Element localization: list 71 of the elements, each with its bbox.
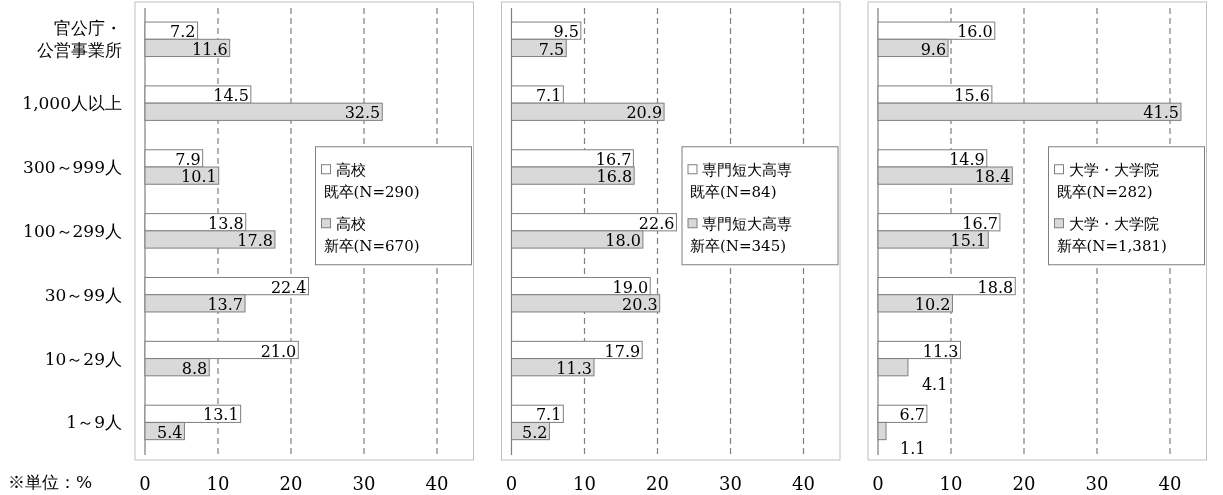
data-label: 13.1 <box>203 405 239 425</box>
y-tick-label: 1～9人 <box>66 412 122 433</box>
data-label: 7.5 <box>538 39 565 59</box>
x-tick-label: 10 <box>939 473 963 494</box>
data-label: 21.0 <box>260 341 297 361</box>
data-label: 9.5 <box>553 22 579 42</box>
data-label: 6.7 <box>899 405 925 425</box>
x-tick-label: 30 <box>1085 473 1109 494</box>
data-label: 18.8 <box>977 277 1014 297</box>
data-label: 15.1 <box>950 231 987 251</box>
data-label: 10.1 <box>181 167 217 187</box>
data-label: 32.5 <box>344 103 381 123</box>
data-label: 5.2 <box>522 422 548 442</box>
x-tick-label: 20 <box>646 473 669 494</box>
x-tick-label: 0 <box>505 473 518 494</box>
legend-label: 大学・大学院既卒(N=282) <box>1056 160 1159 201</box>
legend-label: 専門短大高専既卒(N=84) <box>690 160 792 201</box>
data-label: 17.9 <box>604 341 641 361</box>
x-tick-label: 10 <box>206 473 230 494</box>
data-label: 22.6 <box>638 213 675 233</box>
y-tick-label: 300～999人 <box>23 157 122 177</box>
data-label: 1.1 <box>900 438 926 458</box>
data-label: 11.3 <box>556 358 592 378</box>
data-label: 20.3 <box>622 294 658 314</box>
data-label: 4.1 <box>921 374 948 394</box>
y-tick-label: 1,000人以上 <box>22 93 122 114</box>
x-tick-label: 0 <box>872 473 884 494</box>
x-tick-label: 20 <box>1012 473 1036 494</box>
data-label: 15.6 <box>954 86 990 106</box>
data-label: 14.5 <box>213 86 249 106</box>
y-tick-label: 10～29人 <box>44 348 122 369</box>
data-label: 22.4 <box>270 277 307 297</box>
legend-label: 大学・大学院新卒(N=1,381) <box>1056 214 1167 255</box>
data-label: 18.0 <box>605 231 641 251</box>
data-label: 16.7 <box>962 213 998 233</box>
x-tick-label: 30 <box>719 473 742 494</box>
data-label: 17.8 <box>237 231 273 251</box>
data-label: 19.0 <box>612 277 649 297</box>
text: ※単位：% <box>8 472 93 492</box>
x-tick-label: 10 <box>573 473 596 494</box>
data-label: 13.8 <box>208 213 244 233</box>
x-tick-label: 40 <box>792 473 815 494</box>
data-label: 11.3 <box>922 341 959 361</box>
data-label: 10.2 <box>914 294 951 314</box>
data-label: 8.8 <box>181 358 208 378</box>
data-label: 7.1 <box>535 86 562 106</box>
y-tick-label: 100～299人 <box>23 220 122 241</box>
x-tick-label: 40 <box>425 473 449 494</box>
data-label: 7.2 <box>170 22 196 42</box>
y-tick-label: 官公庁・公営事業所 <box>37 18 122 61</box>
data-label: 14.9 <box>949 150 985 169</box>
data-label: 11.6 <box>192 39 228 59</box>
legend-label: 専門短大高専新卒(N=345) <box>690 214 792 255</box>
data-label: 13.7 <box>207 294 244 314</box>
data-label: 16.7 <box>595 150 632 169</box>
data-label: 7.9 <box>175 150 201 169</box>
legend-label: 高校既卒(N=290) <box>323 160 420 201</box>
y-tick-label: 30～99人 <box>44 284 122 305</box>
x-tick-label: 30 <box>352 473 376 494</box>
data-label: 7.1 <box>535 405 562 425</box>
x-tick-label: 40 <box>1158 473 1182 494</box>
data-label: 9.6 <box>920 39 947 59</box>
data-label: 16.0 <box>957 22 993 42</box>
data-label: 41.5 <box>1143 103 1179 123</box>
data-label: 20.9 <box>626 103 663 123</box>
legend-label: 高校新卒(N=670) <box>323 214 420 255</box>
x-tick-label: 0 <box>139 473 151 494</box>
data-label: 5.4 <box>156 422 183 442</box>
data-label: 18.4 <box>974 167 1011 187</box>
data-label: 16.8 <box>596 167 633 187</box>
x-tick-label: 20 <box>279 473 303 494</box>
